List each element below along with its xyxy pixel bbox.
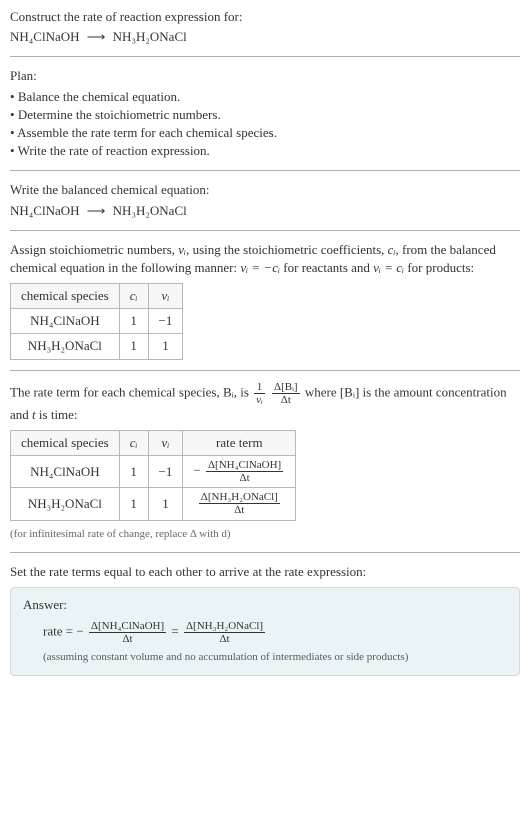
- col-nu: νᵢ: [148, 284, 183, 309]
- divider: [10, 170, 520, 171]
- cell-nu: −1: [148, 309, 183, 334]
- table-header-row: chemical species cᵢ νᵢ: [11, 284, 183, 309]
- plan-item: Assemble the rate term for each chemical…: [10, 124, 520, 142]
- cell-c: 1: [119, 309, 148, 334]
- col-c: cᵢ: [119, 284, 148, 309]
- text: The rate term for each chemical species,…: [10, 384, 252, 399]
- rateterm-section: The rate term for each chemical species,…: [10, 381, 520, 542]
- cell-species: NH₄ClNaOH: [11, 309, 120, 334]
- reaction-arrow-icon: ⟶: [87, 202, 106, 220]
- answer-label: Answer:: [23, 596, 507, 614]
- table-row: NH₄ClNaOH 1 −1: [11, 309, 183, 334]
- divider: [10, 552, 520, 553]
- col-nu: νᵢ: [148, 431, 183, 456]
- equals: =: [171, 624, 182, 639]
- text: Assign stoichiometric numbers,: [10, 242, 178, 257]
- rateterm-footnote: (for infinitesimal rate of change, repla…: [10, 527, 520, 542]
- rateterm-intro: The rate term for each chemical species,…: [10, 381, 520, 424]
- answer-box: Answer: rate = − Δ[NH₄ClNaOH] Δt = Δ[NH₃…: [10, 587, 520, 676]
- sign: −: [193, 463, 200, 478]
- rate-frac-2: Δ[NH₃H₂ONaCl] Δt: [184, 620, 265, 645]
- product: NH₃H₂ONaCl: [113, 29, 187, 44]
- balanced-equation: NH₄ClNaOH ⟶ NH₃H₂ONaCl: [10, 202, 520, 220]
- rate-frac-1: Δ[NH₄ClNaOH] Δt: [89, 620, 166, 645]
- final-label: Set the rate terms equal to each other t…: [10, 563, 520, 581]
- problem-header: Construct the rate of reaction expressio…: [10, 8, 520, 46]
- numerator: Δ[Bᵢ]: [272, 381, 300, 394]
- denominator: Δt: [272, 394, 300, 406]
- numerator: Δ[NH₃H₂ONaCl]: [184, 620, 265, 633]
- text: is time:: [36, 407, 78, 422]
- numerator: Δ[NH₄ClNaOH]: [206, 459, 283, 472]
- divider: [10, 230, 520, 231]
- divider: [10, 370, 520, 371]
- cell-species: NH₄ClNaOH: [11, 456, 120, 488]
- product: NH₃H₂ONaCl: [113, 203, 187, 218]
- problem-equation: NH₄ClNaOH ⟶ NH₃H₂ONaCl: [10, 28, 520, 46]
- reactant: NH₄ClNaOH: [10, 203, 80, 218]
- cell-rate: − Δ[NH₄ClNaOH] Δt: [183, 456, 296, 488]
- cell-species: NH₃H₂ONaCl: [11, 488, 120, 520]
- balanced-label: Write the balanced chemical equation:: [10, 181, 520, 199]
- text: for products:: [404, 260, 474, 275]
- col-species: chemical species: [11, 284, 120, 309]
- relation-reactant: νᵢ = −cᵢ: [240, 260, 280, 275]
- cell-rate: Δ[NH₃H₂ONaCl] Δt: [183, 488, 296, 520]
- stoich-intro: Assign stoichiometric numbers, νᵢ, using…: [10, 241, 520, 277]
- reaction-arrow-icon: ⟶: [87, 28, 106, 46]
- cell-c: 1: [119, 488, 148, 520]
- stoich-section: Assign stoichiometric numbers, νᵢ, using…: [10, 241, 520, 360]
- numerator: Δ[NH₄ClNaOH]: [89, 620, 166, 633]
- plan-item: Determine the stoichiometric numbers.: [10, 106, 520, 124]
- cell-nu: −1: [148, 456, 183, 488]
- cell-c: 1: [119, 334, 148, 359]
- reactant: NH₄ClNaOH: [10, 29, 80, 44]
- divider: [10, 56, 520, 57]
- cell-nu: 1: [148, 334, 183, 359]
- table-header-row: chemical species cᵢ νᵢ rate term: [11, 431, 296, 456]
- plan-label: Plan:: [10, 67, 520, 85]
- rate-frac: Δ[NH₄ClNaOH] Δt: [206, 459, 283, 484]
- plan-item: Balance the chemical equation.: [10, 88, 520, 106]
- c-i: cᵢ: [388, 242, 396, 257]
- table-row: NH₃H₂ONaCl 1 1: [11, 334, 183, 359]
- answer-assumption: (assuming constant volume and no accumul…: [23, 650, 507, 665]
- denominator: Δt: [89, 633, 166, 645]
- sign: −: [76, 624, 83, 639]
- plan-section: Plan: Balance the chemical equation. Det…: [10, 67, 520, 160]
- balanced-section: Write the balanced chemical equation: NH…: [10, 181, 520, 219]
- table-row: NH₄ClNaOH 1 −1 − Δ[NH₄ClNaOH] Δt: [11, 456, 296, 488]
- col-rate: rate term: [183, 431, 296, 456]
- relation-product: νᵢ = cᵢ: [373, 260, 404, 275]
- rateterm-table: chemical species cᵢ νᵢ rate term NH₄ClNa…: [10, 430, 296, 521]
- plan-item: Write the rate of reaction expression.: [10, 142, 520, 160]
- plan-list: Balance the chemical equation. Determine…: [10, 88, 520, 161]
- rate-frac: Δ[NH₃H₂ONaCl] Δt: [199, 491, 280, 516]
- stoich-table: chemical species cᵢ νᵢ NH₄ClNaOH 1 −1 NH…: [10, 283, 183, 360]
- denominator: Δt: [199, 504, 280, 516]
- rate-equals: rate =: [43, 624, 76, 639]
- cell-nu: 1: [148, 488, 183, 520]
- numerator: Δ[NH₃H₂ONaCl]: [199, 491, 280, 504]
- denominator: Δt: [184, 633, 265, 645]
- cell-c: 1: [119, 456, 148, 488]
- col-species: chemical species: [11, 431, 120, 456]
- frac-dB-dt: Δ[Bᵢ] Δt: [272, 381, 300, 406]
- frac-one-over-nu: 1 νᵢ: [254, 381, 265, 406]
- final-section: Set the rate terms equal to each other t…: [10, 563, 520, 581]
- rate-expression: rate = − Δ[NH₄ClNaOH] Δt = Δ[NH₃H₂ONaCl]…: [23, 618, 507, 649]
- denominator: Δt: [206, 472, 283, 484]
- table-row: NH₃H₂ONaCl 1 1 Δ[NH₃H₂ONaCl] Δt: [11, 488, 296, 520]
- problem-title: Construct the rate of reaction expressio…: [10, 8, 520, 26]
- text: , using the stoichiometric coefficients,: [186, 242, 388, 257]
- denominator: νᵢ: [254, 394, 265, 406]
- col-c: cᵢ: [119, 431, 148, 456]
- numerator: 1: [254, 381, 265, 394]
- nu-i: νᵢ: [178, 242, 186, 257]
- text: for reactants and: [280, 260, 373, 275]
- cell-species: NH₃H₂ONaCl: [11, 334, 120, 359]
